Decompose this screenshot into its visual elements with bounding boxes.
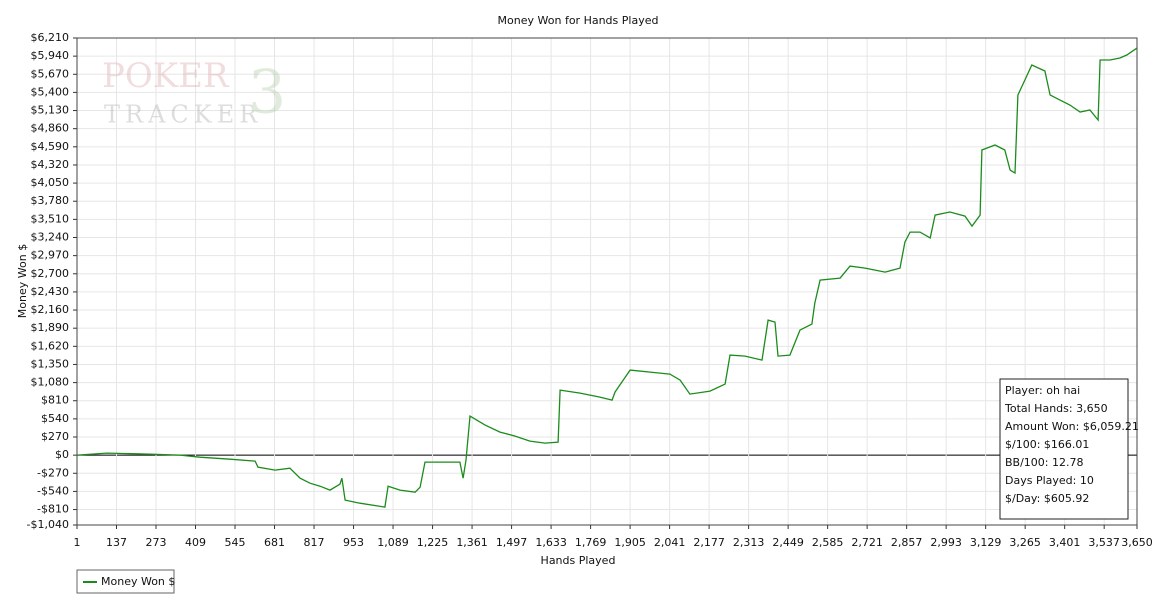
y-axis-title: Money Won $ (16, 244, 29, 318)
info-text: BB/100: 12.78 (1005, 456, 1084, 469)
x-tick-label: 1,497 (496, 536, 528, 549)
y-tick-label: $5,400 (31, 85, 70, 98)
x-tick-label: 3,401 (1049, 536, 1081, 549)
info-text: $/100: $166.01 (1005, 438, 1089, 451)
x-tick-label: 2,721 (851, 536, 883, 549)
x-tick-label: 2,041 (654, 536, 686, 549)
y-tick-label: -$540 (37, 484, 69, 497)
x-tick-label: 1,633 (535, 536, 567, 549)
x-tick-label: 2,449 (772, 536, 804, 549)
plot-border (76, 37, 1138, 526)
y-tick-label: -$810 (37, 503, 69, 516)
info-text: Days Played: 10 (1005, 474, 1094, 487)
x-tick-label: 1,905 (614, 536, 646, 549)
y-tick-label: $5,130 (31, 104, 70, 117)
x-tick-label: 409 (185, 536, 206, 549)
y-tick-label: $4,860 (31, 122, 70, 135)
y-tick-label: $3,240 (31, 231, 70, 244)
y-tick-label: $270 (41, 430, 69, 443)
plot-area (77, 38, 1137, 525)
x-tick-label: 953 (343, 536, 364, 549)
x-tick-label: 1,361 (456, 536, 488, 549)
y-tick-label: $5,670 (31, 67, 70, 80)
y-tick-label: $2,970 (31, 249, 70, 262)
data-line (76, 47, 1138, 508)
x-tick-label: 137 (106, 536, 127, 549)
legend-box (76, 569, 175, 594)
x-tick-label: 1 (74, 536, 81, 549)
info-box (999, 378, 1129, 520)
x-tick-label: 3,129 (970, 536, 1002, 549)
info-text: $/Day: $605.92 (1005, 492, 1089, 505)
info-text: Amount Won: $6,059.21 (1005, 420, 1139, 433)
x-tick-label: 1,225 (417, 536, 449, 549)
x-tick-label: 273 (146, 536, 167, 549)
y-tick-label: $810 (41, 394, 69, 407)
y-tick-label: -$270 (37, 466, 69, 479)
y-tick-label: $1,620 (31, 339, 70, 352)
x-tick-label: 2,993 (930, 536, 962, 549)
y-tick-label: $0 (55, 448, 69, 461)
x-tick-label: 1,769 (575, 536, 607, 549)
y-tick-label: $4,590 (31, 140, 70, 153)
y-tick-label: $3,780 (31, 194, 70, 207)
x-tick-label: 2,177 (693, 536, 725, 549)
info-text: Total Hands: 3,650 (1004, 402, 1108, 415)
y-tick-label: $5,940 (31, 49, 70, 62)
info-text: Player: oh hai (1005, 384, 1080, 397)
y-tick-label: $2,160 (31, 303, 70, 316)
x-tick-label: 3,537 (1088, 536, 1120, 549)
watermark-text: POKER (102, 56, 230, 96)
chart-title: Money Won for Hands Played (498, 14, 659, 27)
legend-label: Money Won $ (101, 575, 175, 588)
x-tick-label: 545 (225, 536, 246, 549)
x-tick-label: 3,265 (1009, 536, 1041, 549)
x-tick-label: 2,313 (733, 536, 765, 549)
y-tick-label: $6,210 (31, 31, 70, 44)
y-tick-label: $4,320 (31, 158, 70, 171)
y-tick-label: $540 (41, 412, 69, 425)
x-tick-label: 2,857 (891, 536, 923, 549)
y-tick-label: -$1,040 (27, 518, 69, 531)
y-tick-label: $3,510 (31, 212, 70, 225)
x-tick-label: 1,089 (377, 536, 409, 549)
x-axis-title: Hands Played (541, 554, 616, 567)
x-tick-label: 3,650 (1121, 536, 1153, 549)
y-tick-label: $1,350 (31, 357, 70, 370)
y-tick-label: $1,080 (31, 376, 70, 389)
y-tick-label: $2,430 (31, 285, 70, 298)
watermark-text: 3 (248, 58, 286, 128)
watermark: POKER TRACKER 3 (102, 56, 286, 129)
y-tick-label: $1,890 (31, 321, 70, 334)
y-tick-label: $2,700 (31, 267, 70, 280)
x-tick-label: 2,585 (812, 536, 844, 549)
x-tick-label: 817 (304, 536, 325, 549)
y-tick-label: $4,050 (31, 176, 70, 189)
x-tick-label: 681 (264, 536, 285, 549)
watermark-text: TRACKER (104, 101, 262, 129)
